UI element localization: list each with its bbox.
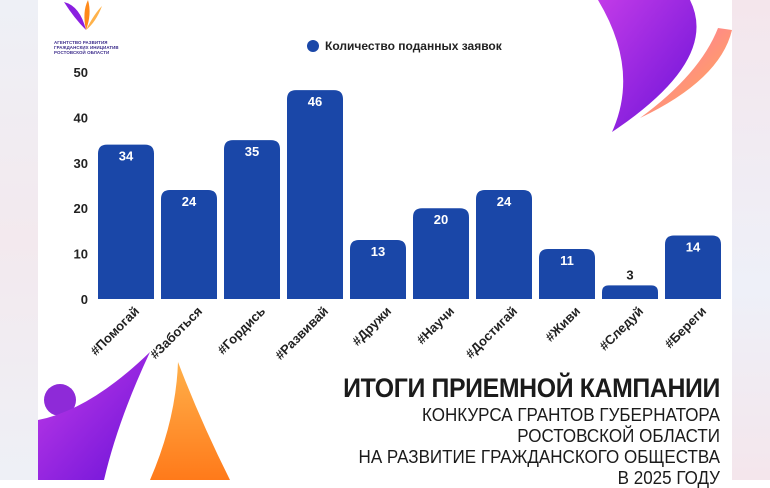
bar-value-label: 3 — [626, 267, 633, 282]
subtitle-line: КОНКУРСА ГРАНТОВ ГУБЕРНАТОРА — [421, 404, 720, 425]
left-side-panel — [0, 0, 38, 480]
x-tick-label: #Заботься — [147, 304, 205, 362]
subtitle-line: НА РАЗВИТИЕ ГРАЖДАНСКОГО ОБЩЕСТВА — [358, 446, 720, 467]
purple-blade-top-right — [598, 0, 697, 132]
bar — [539, 249, 595, 299]
y-tick-label: 10 — [74, 247, 88, 262]
purple-blade-bottom-left — [38, 352, 150, 480]
bar — [98, 144, 154, 299]
bar — [161, 190, 217, 299]
bar-value-label: 34 — [119, 149, 134, 164]
x-tick-label: #Помогай — [87, 304, 142, 359]
x-tick-label: #Дружи — [349, 304, 394, 349]
x-tick-label: #Научи — [414, 304, 458, 348]
logo-text-line: Ростовской области — [54, 50, 110, 55]
logo-text-line: гражданских инициатив — [54, 45, 119, 50]
y-tick-label: 30 — [74, 156, 88, 171]
bar-value-label: 24 — [497, 194, 512, 209]
orange-blade-bottom — [150, 362, 230, 480]
page-title: ИТОГИ ПРИЕМНОЙ КАМПАНИИ — [343, 373, 720, 403]
bar — [413, 208, 469, 299]
y-tick-label: 50 — [74, 65, 88, 80]
heading-block: ИТОГИ ПРИЕМНОЙ КАМПАНИИ КОНКУРСА ГРАНТОВ… — [240, 372, 720, 488]
bar-value-label: 20 — [434, 212, 448, 227]
legend-marker — [307, 40, 319, 52]
y-tick-label: 40 — [74, 110, 88, 125]
logo-text: Агентство развития гражданских инициатив… — [54, 40, 134, 55]
bar-value-label: 13 — [371, 244, 385, 259]
x-tick-label: #Береги — [661, 304, 709, 352]
subtitle-line: РОСТОВСКОЙ ОБЛАСТИ — [517, 425, 720, 446]
bar — [602, 285, 658, 299]
bar — [350, 239, 406, 299]
bar — [224, 140, 280, 299]
bar — [665, 235, 721, 299]
x-tick-label: #Гордись — [214, 304, 268, 358]
bar-value-label: 35 — [245, 144, 259, 159]
agency-logo — [64, 0, 102, 30]
bar — [476, 190, 532, 299]
bar-value-label: 14 — [686, 239, 701, 254]
logo-text-line: Агентство развития — [54, 40, 108, 45]
x-tick-label: #Достигай — [462, 304, 520, 362]
legend-label: Количество поданных заявок — [325, 39, 503, 53]
right-side-panel — [732, 0, 770, 480]
bar — [287, 90, 343, 299]
bar-value-label: 46 — [308, 94, 322, 109]
y-tick-label: 0 — [81, 292, 88, 307]
x-tick-label: #Живи — [542, 304, 583, 345]
bar-value-label: 24 — [182, 194, 197, 209]
orange-streak-top-right — [640, 28, 732, 118]
bar-value-label: 11 — [560, 253, 574, 268]
x-tick-label: #Развивай — [272, 304, 331, 363]
x-tick-label: #Следуй — [596, 304, 646, 354]
subtitle-line: В 2025 ГОДУ — [617, 467, 720, 488]
y-tick-label: 20 — [74, 201, 88, 216]
purple-circle-bottom-left — [44, 384, 76, 416]
